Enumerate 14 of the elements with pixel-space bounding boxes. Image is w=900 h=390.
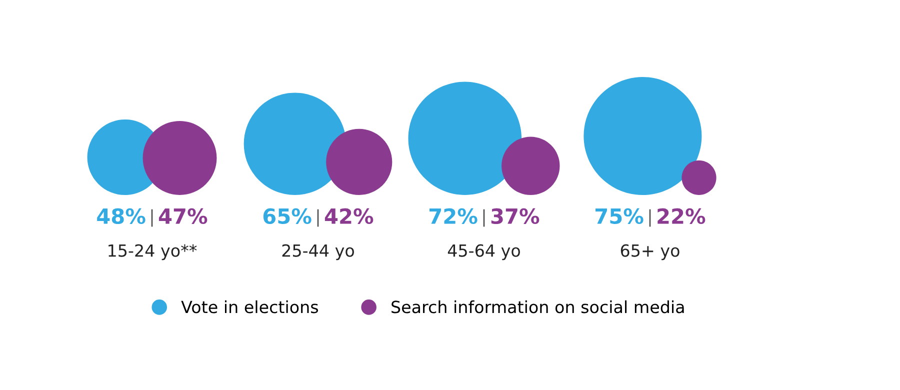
category-label: 15-24 yo** [108, 244, 197, 260]
data-label: 75% [596, 208, 644, 224]
category-label: 25-44 yo [282, 244, 354, 260]
data-label: 48% [97, 208, 146, 224]
data-label: 22% [658, 208, 706, 224]
category-label: 65+ yo [620, 244, 680, 260]
legend-label: Vote in elections [181, 300, 318, 314]
category-label: 45-64 yo [448, 244, 520, 260]
legend-label: Search information on social media [392, 300, 684, 314]
data-label: 37% [491, 208, 540, 224]
data-label: 47% [158, 208, 208, 224]
data-label: 42% [324, 208, 374, 224]
data-label: 65% [263, 208, 312, 224]
data-label: 72% [430, 208, 478, 224]
